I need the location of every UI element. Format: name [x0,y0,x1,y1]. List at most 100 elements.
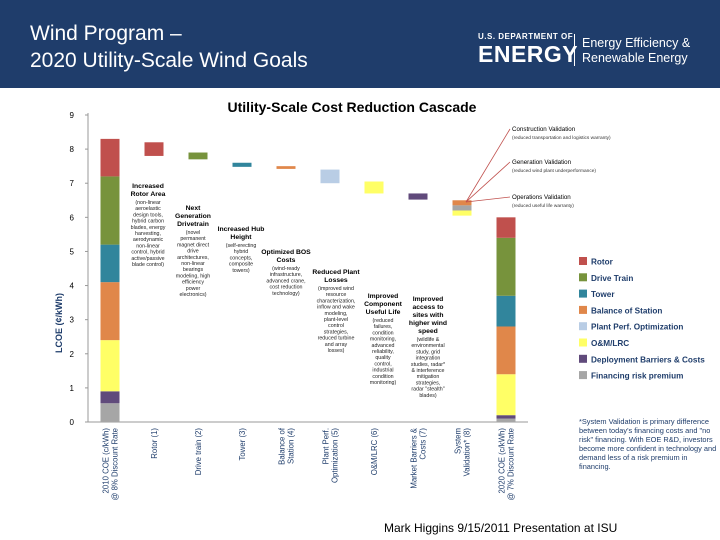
presentation-credit: Mark Higgins 9/15/2011 Presentation at I… [380,521,622,535]
annotation-detail: non-linear [136,243,160,249]
step-bar-4-bos [276,166,296,169]
callout-title: Generation Validation [512,159,572,166]
y-tick-label: 8 [70,145,75,154]
x-tick-label: Tower (3) [238,428,247,461]
legend-swatch [579,305,587,314]
annotation-detail: study, grid [416,349,440,355]
annotation-title: Improved [368,293,399,300]
x-tick-label-line: Optimization (5) [331,428,340,483]
footnote-line: *System Validation is primary difference [579,417,709,426]
legend-swatch [579,371,587,380]
legend-swatch [579,289,587,298]
step-bar-3-tower [232,162,252,167]
annotation-detail: resource [326,292,347,298]
annotation-detail: active/passive [131,256,164,262]
annotation-detail: infrastructure, [270,272,302,278]
annotation-title: Component [364,301,402,308]
legend-label: Financing risk premium [591,372,683,381]
step-bar-8-risk [452,205,472,211]
annotation-detail: condition [372,374,393,380]
annotation-detail: aeroelastic [135,206,161,212]
annotation-detail: cost reduction [270,285,303,291]
chart-footnote: *System Validation is primary difference… [579,417,716,471]
y-tick-label: 6 [70,213,75,222]
chart-bars [100,138,516,422]
x-tick-label-line: Balance of [278,427,287,465]
legend-label: Balance of Station [591,306,662,315]
footnote-line: become more confident in technology and [579,444,716,453]
callout-detail: (reduced transportation and logistics wa… [512,135,611,141]
x-tick-label: Rotor (1) [150,428,159,459]
legend-item-bos: Balance of Station [579,305,662,315]
footnote-line: demand less of a risk premium in [579,453,687,462]
legend-item-tower: Tower [579,289,615,299]
annotation-detail: industrial [372,368,393,374]
chart-background [60,90,580,538]
annotation-detail: harvesting, [135,231,161,237]
annotation-detail: plant-level [324,317,348,323]
slide-title: Wind Program – 2020 Utility-Scale Wind G… [30,20,308,74]
step-bar-8-bos [452,200,472,206]
y-axis-label: LCOE (¢/kWh) [54,293,64,353]
y-tick-label: 0 [70,418,75,427]
y-tick-label: 4 [70,282,75,291]
cost-cascade-chart: Utility-Scale Cost Reduction Cascade LCO… [54,90,716,538]
bar-2020-segment-om [496,374,516,416]
annotation-title: Losses [324,277,348,284]
y-tick-label: 5 [70,247,75,256]
annotation-detail: modeling, high [176,273,211,279]
doe-dept-label: U.S. DEPARTMENT OF [478,32,574,41]
annotation-detail: composite [229,262,253,268]
annotation-3: Increased HubHeight(self-erectinghybridc… [218,226,265,274]
annotation-detail: towers) [232,268,250,274]
y-tick-label: 9 [70,111,75,120]
legend-label: Drive Train [591,274,633,283]
annotation-detail: blade control) [132,262,164,268]
annotation-detail: losses) [328,348,345,354]
annotation-detail: characterization, [317,298,356,304]
annotation-detail: aerodynamic [133,237,164,243]
annotation-detail: concepts, [230,255,253,261]
annotation-detail: (novel [186,230,200,236]
footnote-line: risk" financing. With EOE R&D, investors [579,435,713,444]
bar-2010-segment-drivetrain [100,176,120,245]
bar-2020-segment-market [496,415,516,419]
step-bar-7-market [408,193,428,200]
annotation-detail: reliability, [372,349,394,355]
annotation-detail: (non-linear [135,200,161,206]
annotation-detail: failures, [374,324,393,330]
x-tick-labels: 2010 COE (c/kWh) @ 8% Discount Rate Rotor … [102,427,516,500]
annotation-title: higher wind [409,320,447,327]
annotation-title: Reduced Plant [312,269,360,276]
legend-label: Tower [591,290,615,299]
x-tick-label-line: @ 7% Discount Rate [507,428,516,501]
bar-2010-segment-risk [100,403,120,422]
annotation-detail: integration [416,356,441,362]
annotation-detail: control [328,323,344,329]
callout-detail: (reduced wind plant underperformance) [512,168,596,174]
annotation-detail: hybrid carbon [132,219,164,225]
bar-2010-segment-tower [100,244,120,283]
y-tick-label: 7 [70,179,75,188]
annotation-title: Costs [277,257,296,264]
x-tick-label-line: 2010 COE (c/kWh) [102,428,111,494]
bar-2020-segment-risk [496,418,516,422]
annotation-detail: efficiency [182,280,204,286]
bar-2020-segment-tower [496,295,516,327]
annotation-detail: control, hybrid [131,250,164,256]
chart-title: Utility-Scale Cost Reduction Cascade [228,99,477,115]
x-tick-label-line: Market Barriers & [410,427,419,488]
x-tick-label: Market Barriers & Costs (7) [410,427,428,488]
annotation-detail: modeling, [325,311,348,317]
y-tick-label: 3 [70,316,75,325]
callout-arrow [465,161,511,203]
annotation-title: Optimized BOS [261,249,311,256]
slide-title-line1: Wind Program – [30,22,182,45]
annotation-detail: bearings [183,267,204,273]
annotation-detail: drive [187,249,199,255]
callout-detail: (reduced useful life warranty) [512,203,574,209]
x-tick-label-line: Station (4) [287,428,296,464]
annotation-title: Increased [132,183,164,190]
